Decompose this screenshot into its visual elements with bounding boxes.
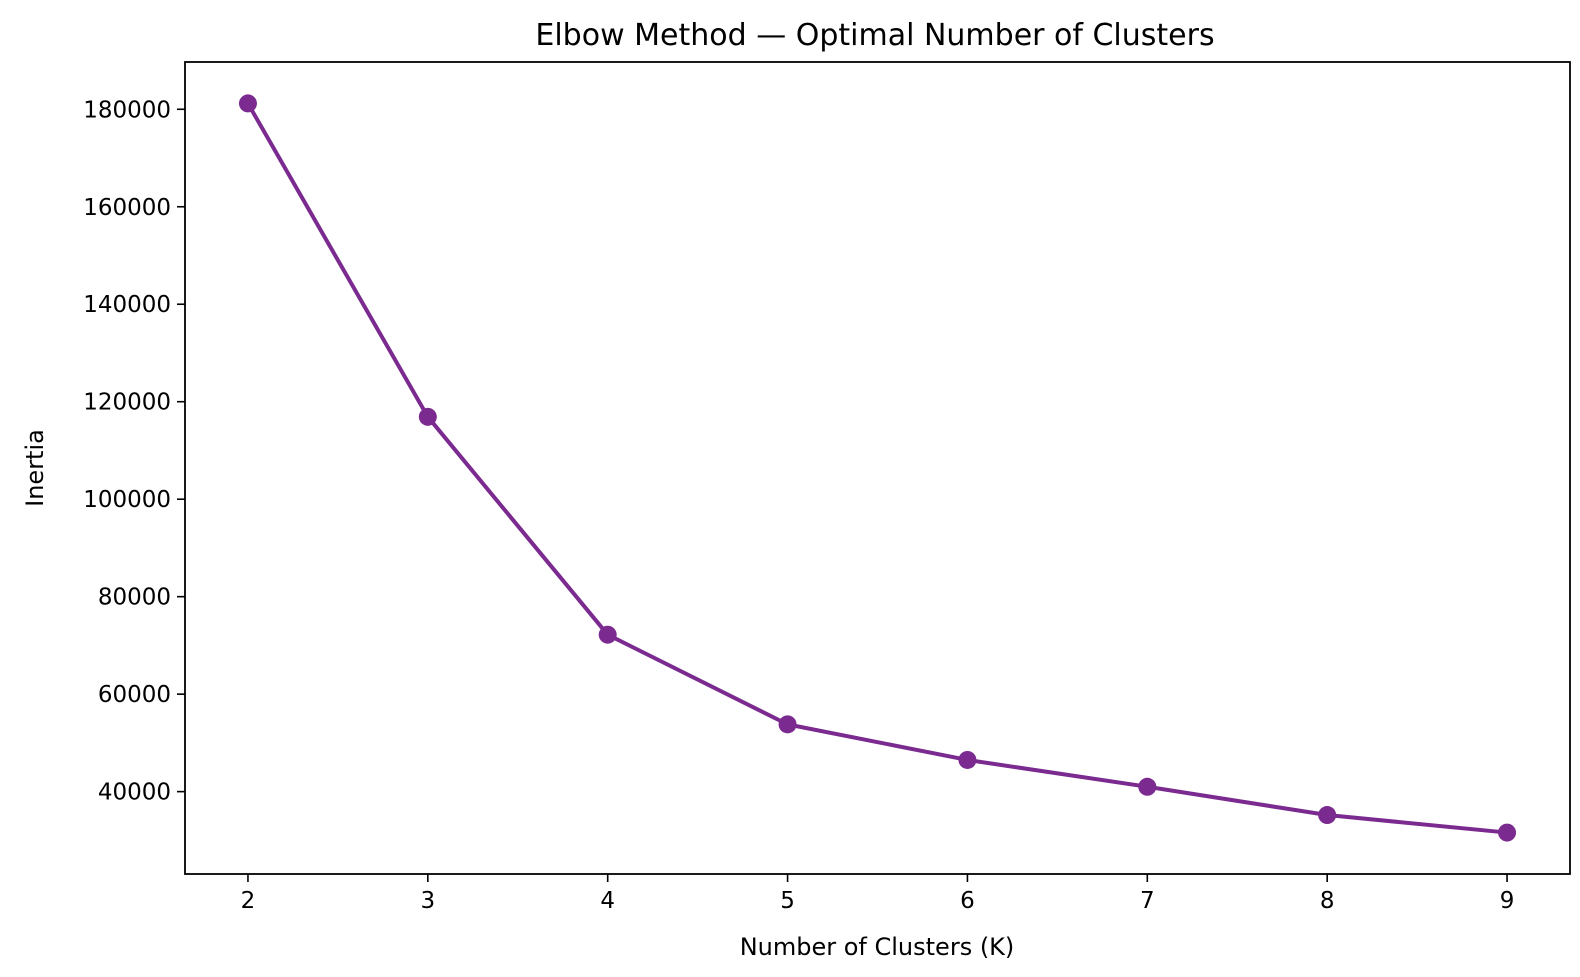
x-axis: 2 3 4 5 6 7 8 9 <box>241 874 1515 914</box>
x-tick-label: 2 <box>241 888 256 914</box>
data-point <box>1498 823 1517 842</box>
x-tick-label: 4 <box>600 888 615 914</box>
x-axis-label: Number of Clusters (K) <box>740 933 1015 961</box>
y-tick-label: 160000 <box>83 195 171 221</box>
series-line <box>246 102 1508 835</box>
data-point <box>598 625 617 644</box>
y-tick-label: 140000 <box>83 292 171 318</box>
data-point <box>958 750 977 769</box>
series-layer <box>238 94 1517 842</box>
x-tick-label: 5 <box>780 888 795 914</box>
y-tick-label: 100000 <box>83 487 171 513</box>
data-point <box>238 94 257 113</box>
y-tick-label: 80000 <box>98 585 171 611</box>
x-tick-label: 9 <box>1500 888 1515 914</box>
y-tick-label: 60000 <box>98 682 171 708</box>
y-tick-label: 120000 <box>83 390 171 416</box>
plot-area <box>184 61 1571 875</box>
y-axis: 40000 60000 80000 100000 120000 140000 160000 1… <box>83 97 185 806</box>
data-point <box>418 407 437 426</box>
x-tick-label: 3 <box>421 888 436 914</box>
y-axis-label: Inertia <box>21 429 49 507</box>
x-tick-label: 8 <box>1320 888 1335 914</box>
data-point <box>778 715 797 734</box>
y-tick-label: 40000 <box>98 780 171 806</box>
data-point <box>1138 777 1157 796</box>
y-tick-label: 180000 <box>83 97 171 123</box>
chart-title: Elbow Method — Optimal Number of Cluster… <box>535 18 1214 53</box>
data-point <box>1318 806 1337 825</box>
x-tick-label: 6 <box>960 888 975 914</box>
x-tick-label: 7 <box>1140 888 1155 914</box>
